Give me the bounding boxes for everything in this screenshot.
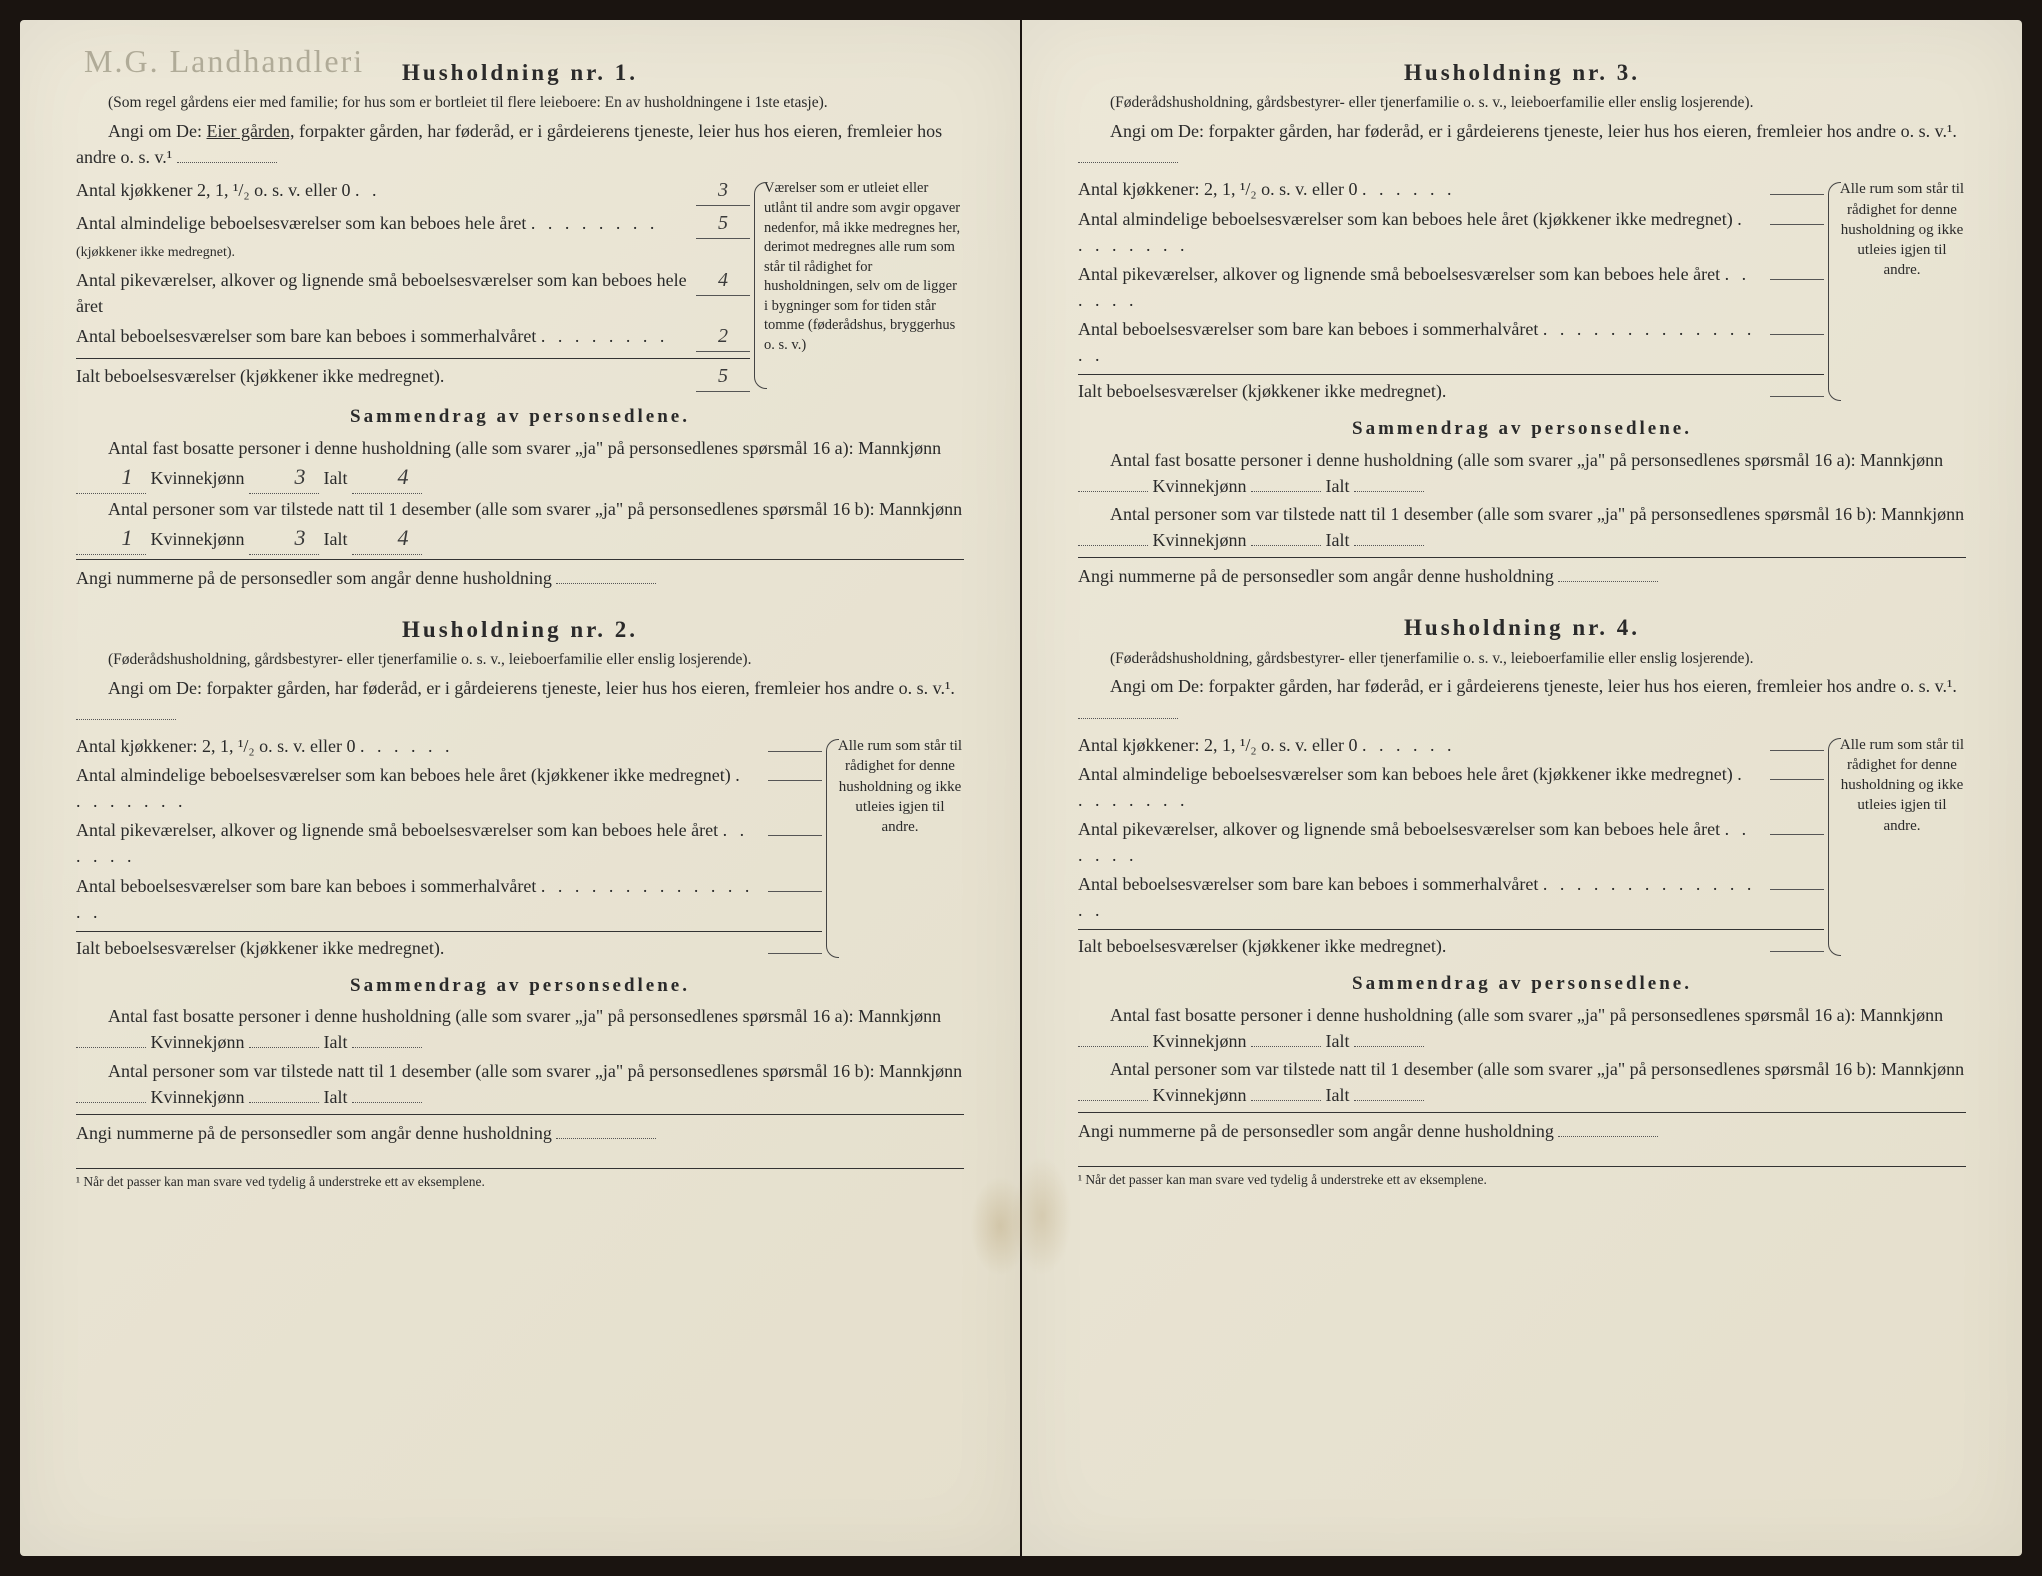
row-sommer: Antal beboelsesværelser som bare kan beb… xyxy=(76,322,750,352)
summary-title: Sammendrag av personsedlene. xyxy=(76,403,964,431)
summary-q2: Antal personer som var tilstede natt til… xyxy=(1078,1056,1966,1108)
summary-q1: Antal fast bosatte personer i denne hush… xyxy=(76,1003,964,1055)
blank xyxy=(556,583,656,584)
summary-q2: Antal personer som var tilstede natt til… xyxy=(1078,501,1966,553)
row-kjokkener: Antal kjøkkener 2, 1, ¹/₂ o. s. v. eller… xyxy=(76,176,750,206)
left-page: M.G. Landhandleri Husholdning nr. 1. (So… xyxy=(20,20,1020,1556)
right-page: Husholdning nr. 3. (Føderådshusholdning,… xyxy=(1022,20,2022,1556)
rooms-aside-note: Alle rum som står til rådighet for denne… xyxy=(836,733,964,964)
summary-title: Sammendrag av personsedlene. xyxy=(76,972,964,1000)
value: 5 xyxy=(696,209,750,239)
household-2-rooms-block: Antal kjøkkener: 2, 1, ¹/₂ o. s. v. elle… xyxy=(76,733,964,964)
blank xyxy=(1078,718,1178,719)
mk-value: 1 xyxy=(76,522,146,555)
ialt-value: 4 xyxy=(352,522,422,555)
household-3-angi: Angi om De: forpakter gården, har føderå… xyxy=(1078,118,1966,170)
household-4-rooms-block: Antal kjøkkener: 2, 1, ¹/₂ o. s. v. elle… xyxy=(1078,732,1966,963)
rooms-aside-note: Værelser som er utleiet eller utlånt til… xyxy=(764,176,964,395)
row-alm: Antal almindelige beboelsesværelser som … xyxy=(76,209,750,262)
rooms-column: Antal kjøkkener 2, 1, ¹/₂ o. s. v. eller… xyxy=(76,176,750,395)
row-total: Ialt beboelsesværelser (kjøkkener ikke m… xyxy=(76,358,750,392)
rooms-column: Antal kjøkkener: 2, 1, ¹/₂ o. s. v. elle… xyxy=(76,733,822,964)
row-alm: Antal almindelige beboelsesværelser som … xyxy=(1078,206,1824,258)
angi-blank xyxy=(177,162,277,163)
row-total: Ialt beboelsesværelser (kjøkkener ikke m… xyxy=(1078,374,1824,404)
household-4-angi: Angi om De: forpakter gården, har føderå… xyxy=(1078,673,1966,725)
household-1-subtitle: (Som regel gårdens eier med familie; for… xyxy=(76,93,964,114)
row-pike: Antal pikeværelser, alkover og lignende … xyxy=(76,817,822,869)
household-1: Husholdning nr. 1. (Som regel gårdens ei… xyxy=(76,56,964,591)
ialt-value: 4 xyxy=(352,461,422,494)
value: 4 xyxy=(696,266,750,296)
kv-value: 3 xyxy=(249,461,319,494)
row-kjokkener: Antal kjøkkener: 2, 1, ¹/₂ o. s. v. elle… xyxy=(1078,176,1824,202)
row-sommer: Antal beboelsesværelser som bare kan beb… xyxy=(1078,871,1824,923)
household-4-subtitle: (Føderådshusholdning, gårdsbestyrer- ell… xyxy=(1078,649,1966,670)
angi-prefix: Angi om De: xyxy=(108,121,202,141)
row-kjokkener: Antal kjøkkener: 2, 1, ¹/₂ o. s. v. elle… xyxy=(76,733,822,759)
rooms-column: Antal kjøkkener: 2, 1, ¹/₂ o. s. v. elle… xyxy=(1078,176,1824,407)
kv-value: 3 xyxy=(249,522,319,555)
row-pike: Antal pikeværelser, alkover og lignende … xyxy=(76,266,750,319)
household-2-subtitle: (Føderådshusholdning, gårdsbestyrer- ell… xyxy=(76,650,964,671)
household-4: Husholdning nr. 4. (Føderådshusholdning,… xyxy=(1078,611,1966,1144)
label: Antal almindelige beboelsesværelser som … xyxy=(76,210,696,262)
blank xyxy=(1078,162,1178,163)
label: Antal kjøkkener 2, 1, ¹/₂ o. s. v. eller… xyxy=(76,177,696,203)
angi-underlined: Eier gården, xyxy=(207,121,295,141)
row-total: Ialt beboelsesværelser (kjøkkener ikke m… xyxy=(76,931,822,961)
mk-value: 1 xyxy=(76,461,146,494)
handwritten-annotation: M.G. Landhandleri xyxy=(84,38,364,84)
row-total: Ialt beboelsesværelser (kjøkkener ikke m… xyxy=(1078,929,1824,959)
household-2: Husholdning nr. 2. (Føderådshusholdning,… xyxy=(76,613,964,1146)
household-3-title: Husholdning nr. 3. xyxy=(1078,56,1966,89)
row-pike: Antal pikeværelser, alkover og lignende … xyxy=(1078,816,1824,868)
angi-nummerne: Angi nummerne på de personsedler som ang… xyxy=(1078,1112,1966,1144)
summary-q1: Antal fast bosatte personer i denne hush… xyxy=(1078,1002,1966,1054)
household-3-subtitle: (Føderådshusholdning, gårdsbestyrer- ell… xyxy=(1078,93,1966,114)
summary-q2: Antal personer som var tilstede natt til… xyxy=(76,1058,964,1110)
angi-nummerne: Angi nummerne på de personsedler som ang… xyxy=(1078,557,1966,589)
household-1-rooms-block: Antal kjøkkener 2, 1, ¹/₂ o. s. v. eller… xyxy=(76,176,964,395)
household-4-title: Husholdning nr. 4. xyxy=(1078,611,1966,644)
footnote-left: ¹ Når det passer kan man svare ved tydel… xyxy=(76,1168,964,1192)
household-3-rooms-block: Antal kjøkkener: 2, 1, ¹/₂ o. s. v. elle… xyxy=(1078,176,1966,407)
rooms-aside-note: Alle rum som står til rådighet for denne… xyxy=(1838,176,1966,407)
label: Antal pikeværelser, alkover og lignende … xyxy=(76,267,696,319)
rooms-aside-note: Alle rum som står til rådighet for denne… xyxy=(1838,732,1966,963)
row-alm: Antal almindelige beboelsesværelser som … xyxy=(76,762,822,814)
row-kjokkener: Antal kjøkkener: 2, 1, ¹/₂ o. s. v. elle… xyxy=(1078,732,1824,758)
row-alm: Antal almindelige beboelsesværelser som … xyxy=(1078,761,1824,813)
row-sommer: Antal beboelsesværelser som bare kan beb… xyxy=(1078,316,1824,368)
label: Antal beboelsesværelser som bare kan beb… xyxy=(76,323,696,349)
summary-q1: Antal fast bosatte personer i denne hush… xyxy=(76,435,964,494)
household-3: Husholdning nr. 3. (Føderådshusholdning,… xyxy=(1078,56,1966,589)
household-2-angi: Angi om De: forpakter gården, har føderå… xyxy=(76,675,964,727)
row-pike: Antal pikeværelser, alkover og lignende … xyxy=(1078,261,1824,313)
summary-q2: Antal personer som var tilstede natt til… xyxy=(76,496,964,555)
household-1-angi: Angi om De: Eier gården, forpakter gårde… xyxy=(76,118,964,170)
value: 5 xyxy=(696,362,750,392)
value: 3 xyxy=(696,176,750,206)
angi-nummerne: Angi nummerne på de personsedler som ang… xyxy=(76,559,964,591)
rooms-column: Antal kjøkkener: 2, 1, ¹/₂ o. s. v. elle… xyxy=(1078,732,1824,963)
summary-q1: Antal fast bosatte personer i denne hush… xyxy=(1078,447,1966,499)
document-spread: M.G. Landhandleri Husholdning nr. 1. (So… xyxy=(20,20,2022,1556)
household-2-title: Husholdning nr. 2. xyxy=(76,613,964,646)
label: Ialt beboelsesværelser (kjøkkener ikke m… xyxy=(76,363,696,389)
paper-stain xyxy=(1012,1156,1072,1276)
summary-title: Sammendrag av personsedlene. xyxy=(1078,415,1966,443)
summary-title: Sammendrag av personsedlene. xyxy=(1078,970,1966,998)
blank xyxy=(76,719,176,720)
row-sommer: Antal beboelsesværelser som bare kan beb… xyxy=(76,873,822,925)
value: 2 xyxy=(696,322,750,352)
footnote-right: ¹ Når det passer kan man svare ved tydel… xyxy=(1078,1166,1966,1190)
angi-nummerne: Angi nummerne på de personsedler som ang… xyxy=(76,1114,964,1146)
